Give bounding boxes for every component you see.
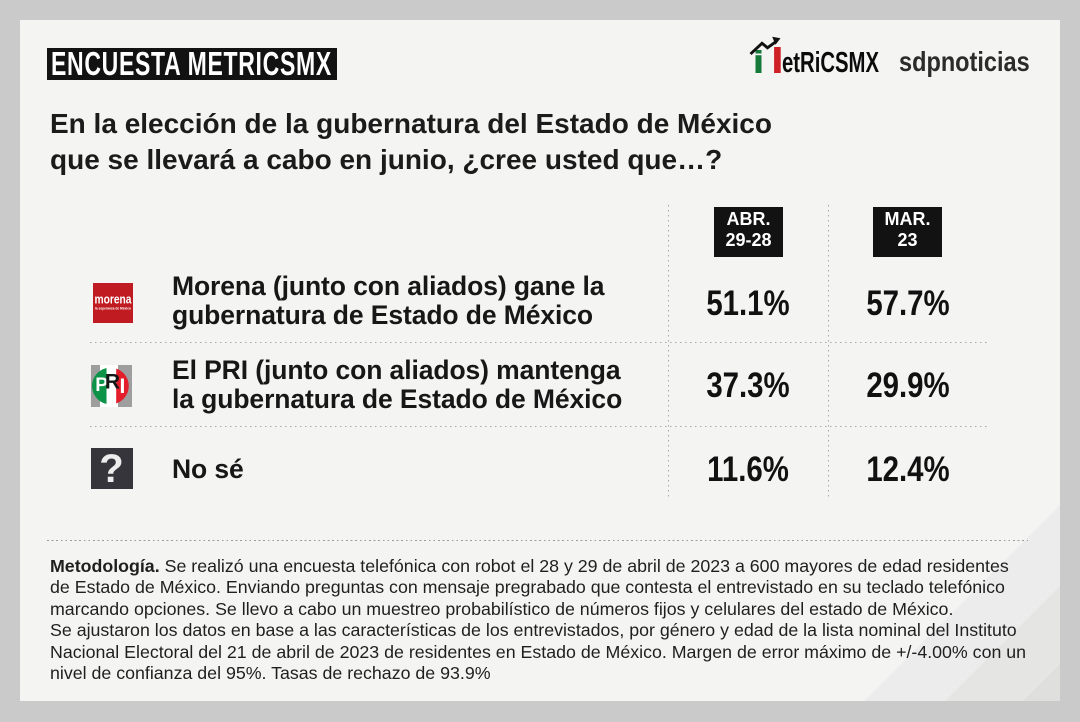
svg-text:P: P bbox=[95, 375, 108, 396]
svg-text:R: R bbox=[105, 370, 120, 393]
svg-text:la esperanza de México: la esperanza de México bbox=[95, 306, 132, 310]
svg-text:morena: morena bbox=[94, 291, 132, 306]
svg-text:I: I bbox=[119, 375, 125, 398]
